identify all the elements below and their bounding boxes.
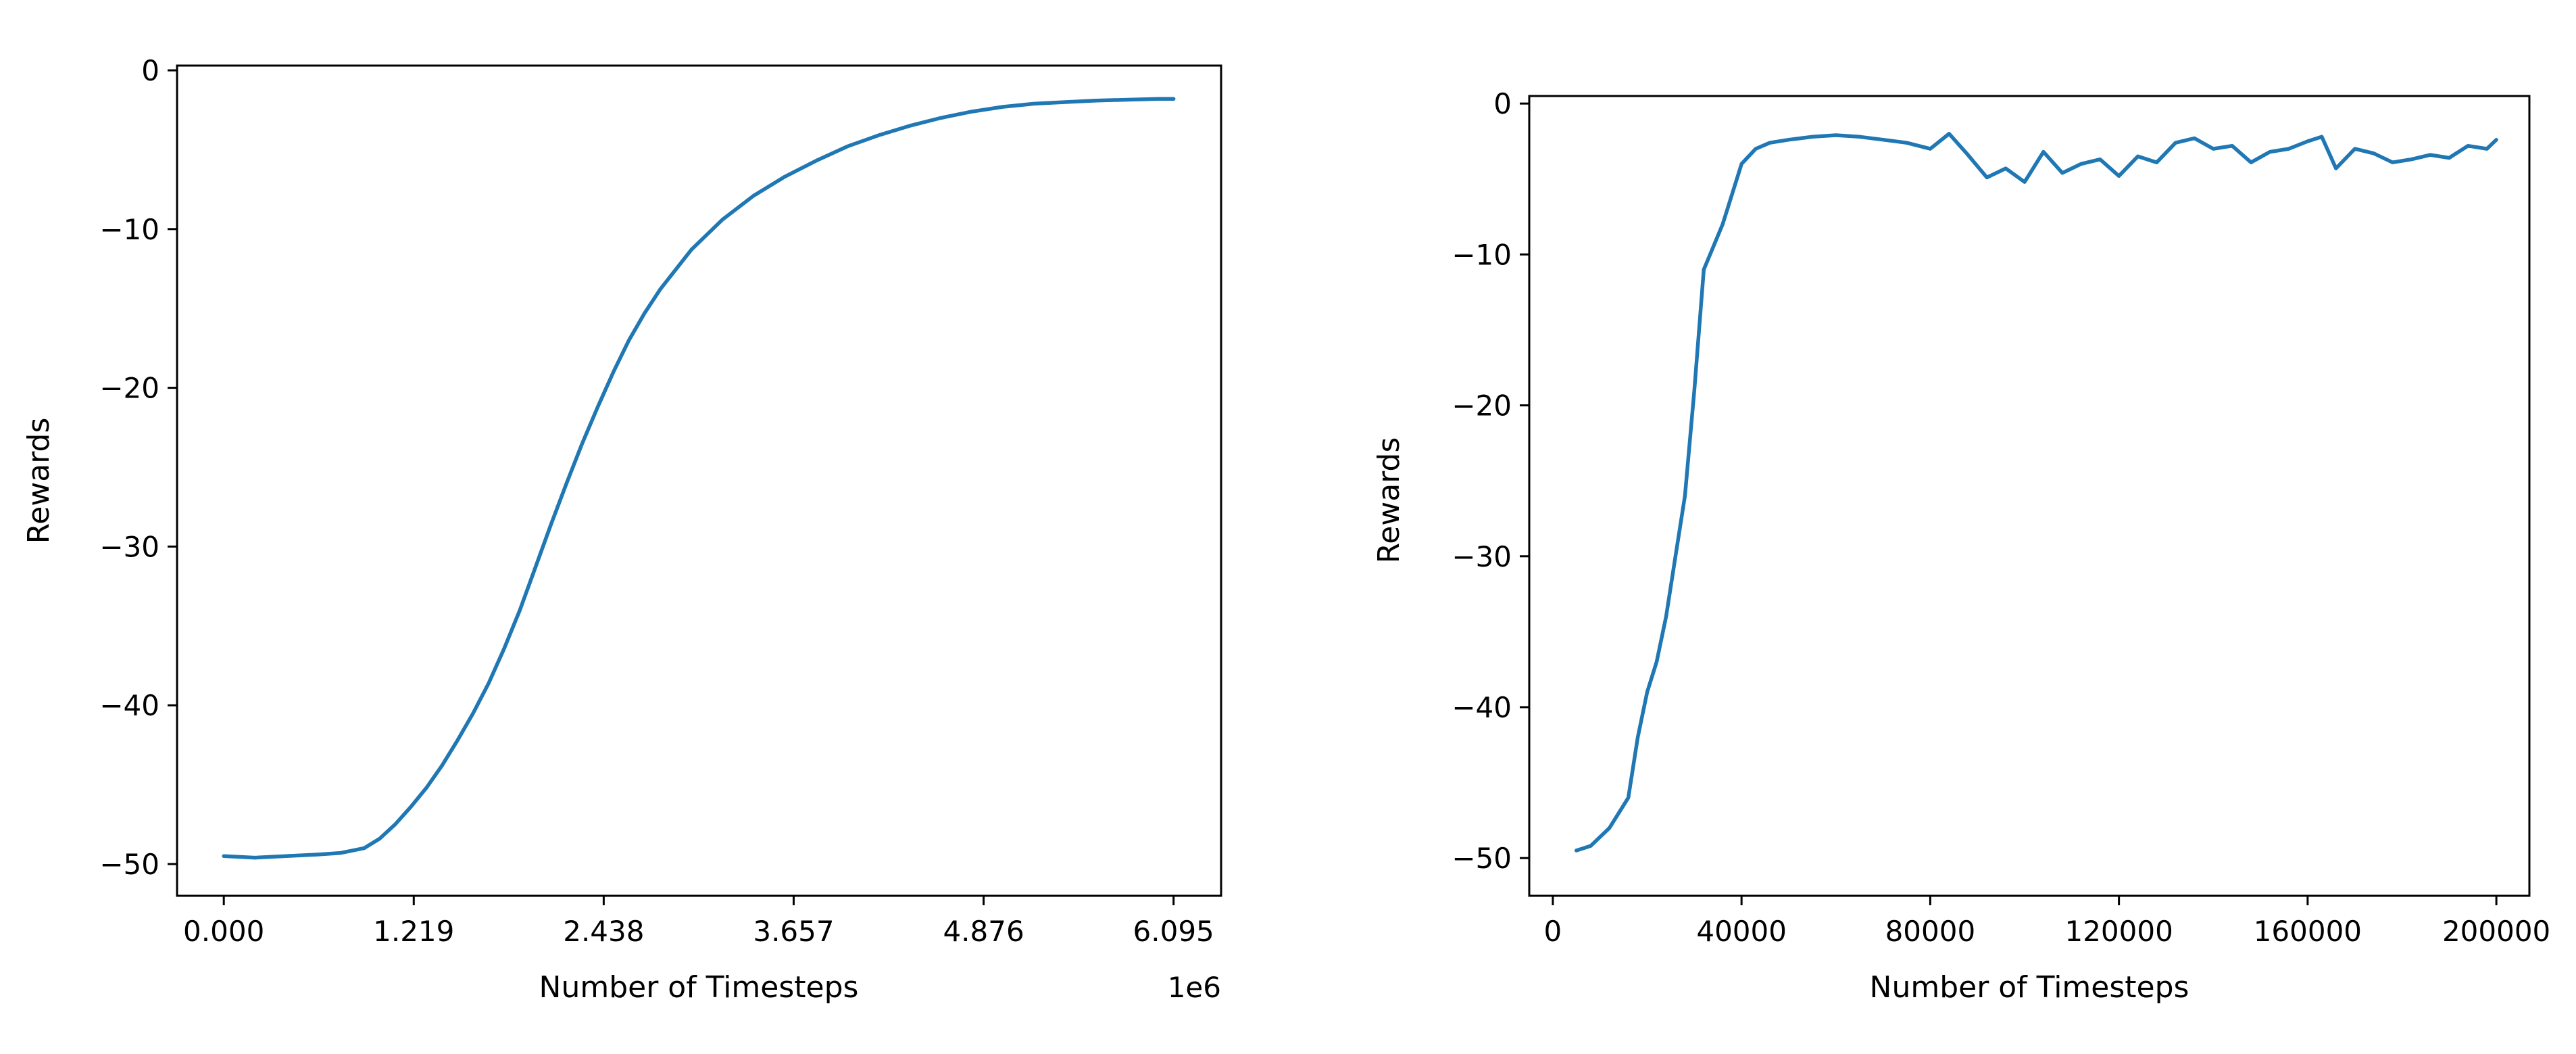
right-chart: 0 −10 −20 −30 −40 −50 0 40000 80000 120000 160000… — [1372, 87, 2550, 1005]
left-y-tick-label: −30 — [99, 530, 159, 563]
right-x-tick-label: 40000 — [1696, 915, 1787, 948]
left-x-tick-label: 6.095 — [1133, 915, 1214, 948]
right-series-group — [1575, 132, 2498, 853]
right-x-tick-label: 80000 — [1885, 915, 1976, 948]
right-x-tick-label: 0 — [1544, 915, 1562, 948]
left-x-offset-label: 1e6 — [1168, 971, 1221, 1004]
left-y-tick-label: −20 — [99, 372, 159, 405]
right-y-ticks: 0 −10 −20 −30 −40 −50 — [1452, 87, 1529, 875]
left-series-group — [222, 97, 1176, 860]
left-chart: 0 −10 −20 −30 −40 −50 0.000 1.219 2.438 3.657 4.8… — [22, 54, 1222, 1005]
right-y-tick-label: −20 — [1452, 389, 1512, 423]
left-x-tick-label: 1.219 — [373, 915, 454, 948]
left-x-tick-label: 4.876 — [943, 915, 1024, 948]
left-x-tick-label: 2.438 — [563, 915, 644, 948]
right-x-tick-label: 120000 — [2064, 915, 2173, 948]
right-y-tick-label: 0 — [1493, 87, 1512, 120]
left-y-axis-label: Rewards — [22, 418, 56, 544]
right-plot-frame — [1528, 95, 2531, 897]
right-y-tick-label: −30 — [1452, 540, 1512, 573]
left-x-ticks: 0.000 1.219 2.438 3.657 4.876 6.095 — [183, 896, 1214, 948]
left-y-tick-label: −40 — [99, 689, 159, 722]
right-y-tick-label: −10 — [1452, 238, 1512, 271]
right-y-tick-label: −40 — [1452, 691, 1512, 724]
left-x-axis-label: Number of Timesteps — [539, 970, 859, 1005]
right-y-tick-label: −50 — [1452, 842, 1512, 875]
left-plot-frame — [176, 64, 1222, 897]
right-x-axis-label: Number of Timesteps — [1870, 970, 2189, 1005]
left-x-tick-label: 0.000 — [183, 915, 264, 948]
left-y-ticks: 0 −10 −20 −30 −40 −50 — [99, 54, 177, 881]
left-y-tick-label: −10 — [99, 213, 159, 246]
right-y-axis-label: Rewards — [1372, 437, 1406, 564]
left-reward-series-line — [222, 97, 1176, 860]
right-x-ticks: 0 40000 80000 120000 160000 200000 — [1544, 896, 2550, 948]
right-reward-series-line — [1575, 132, 2498, 853]
left-y-tick-label: 0 — [141, 54, 159, 87]
right-x-tick-label: 160000 — [2254, 915, 2362, 948]
right-x-tick-label: 200000 — [2442, 915, 2550, 948]
left-y-tick-label: −50 — [99, 848, 159, 881]
left-x-tick-label: 3.657 — [753, 915, 834, 948]
